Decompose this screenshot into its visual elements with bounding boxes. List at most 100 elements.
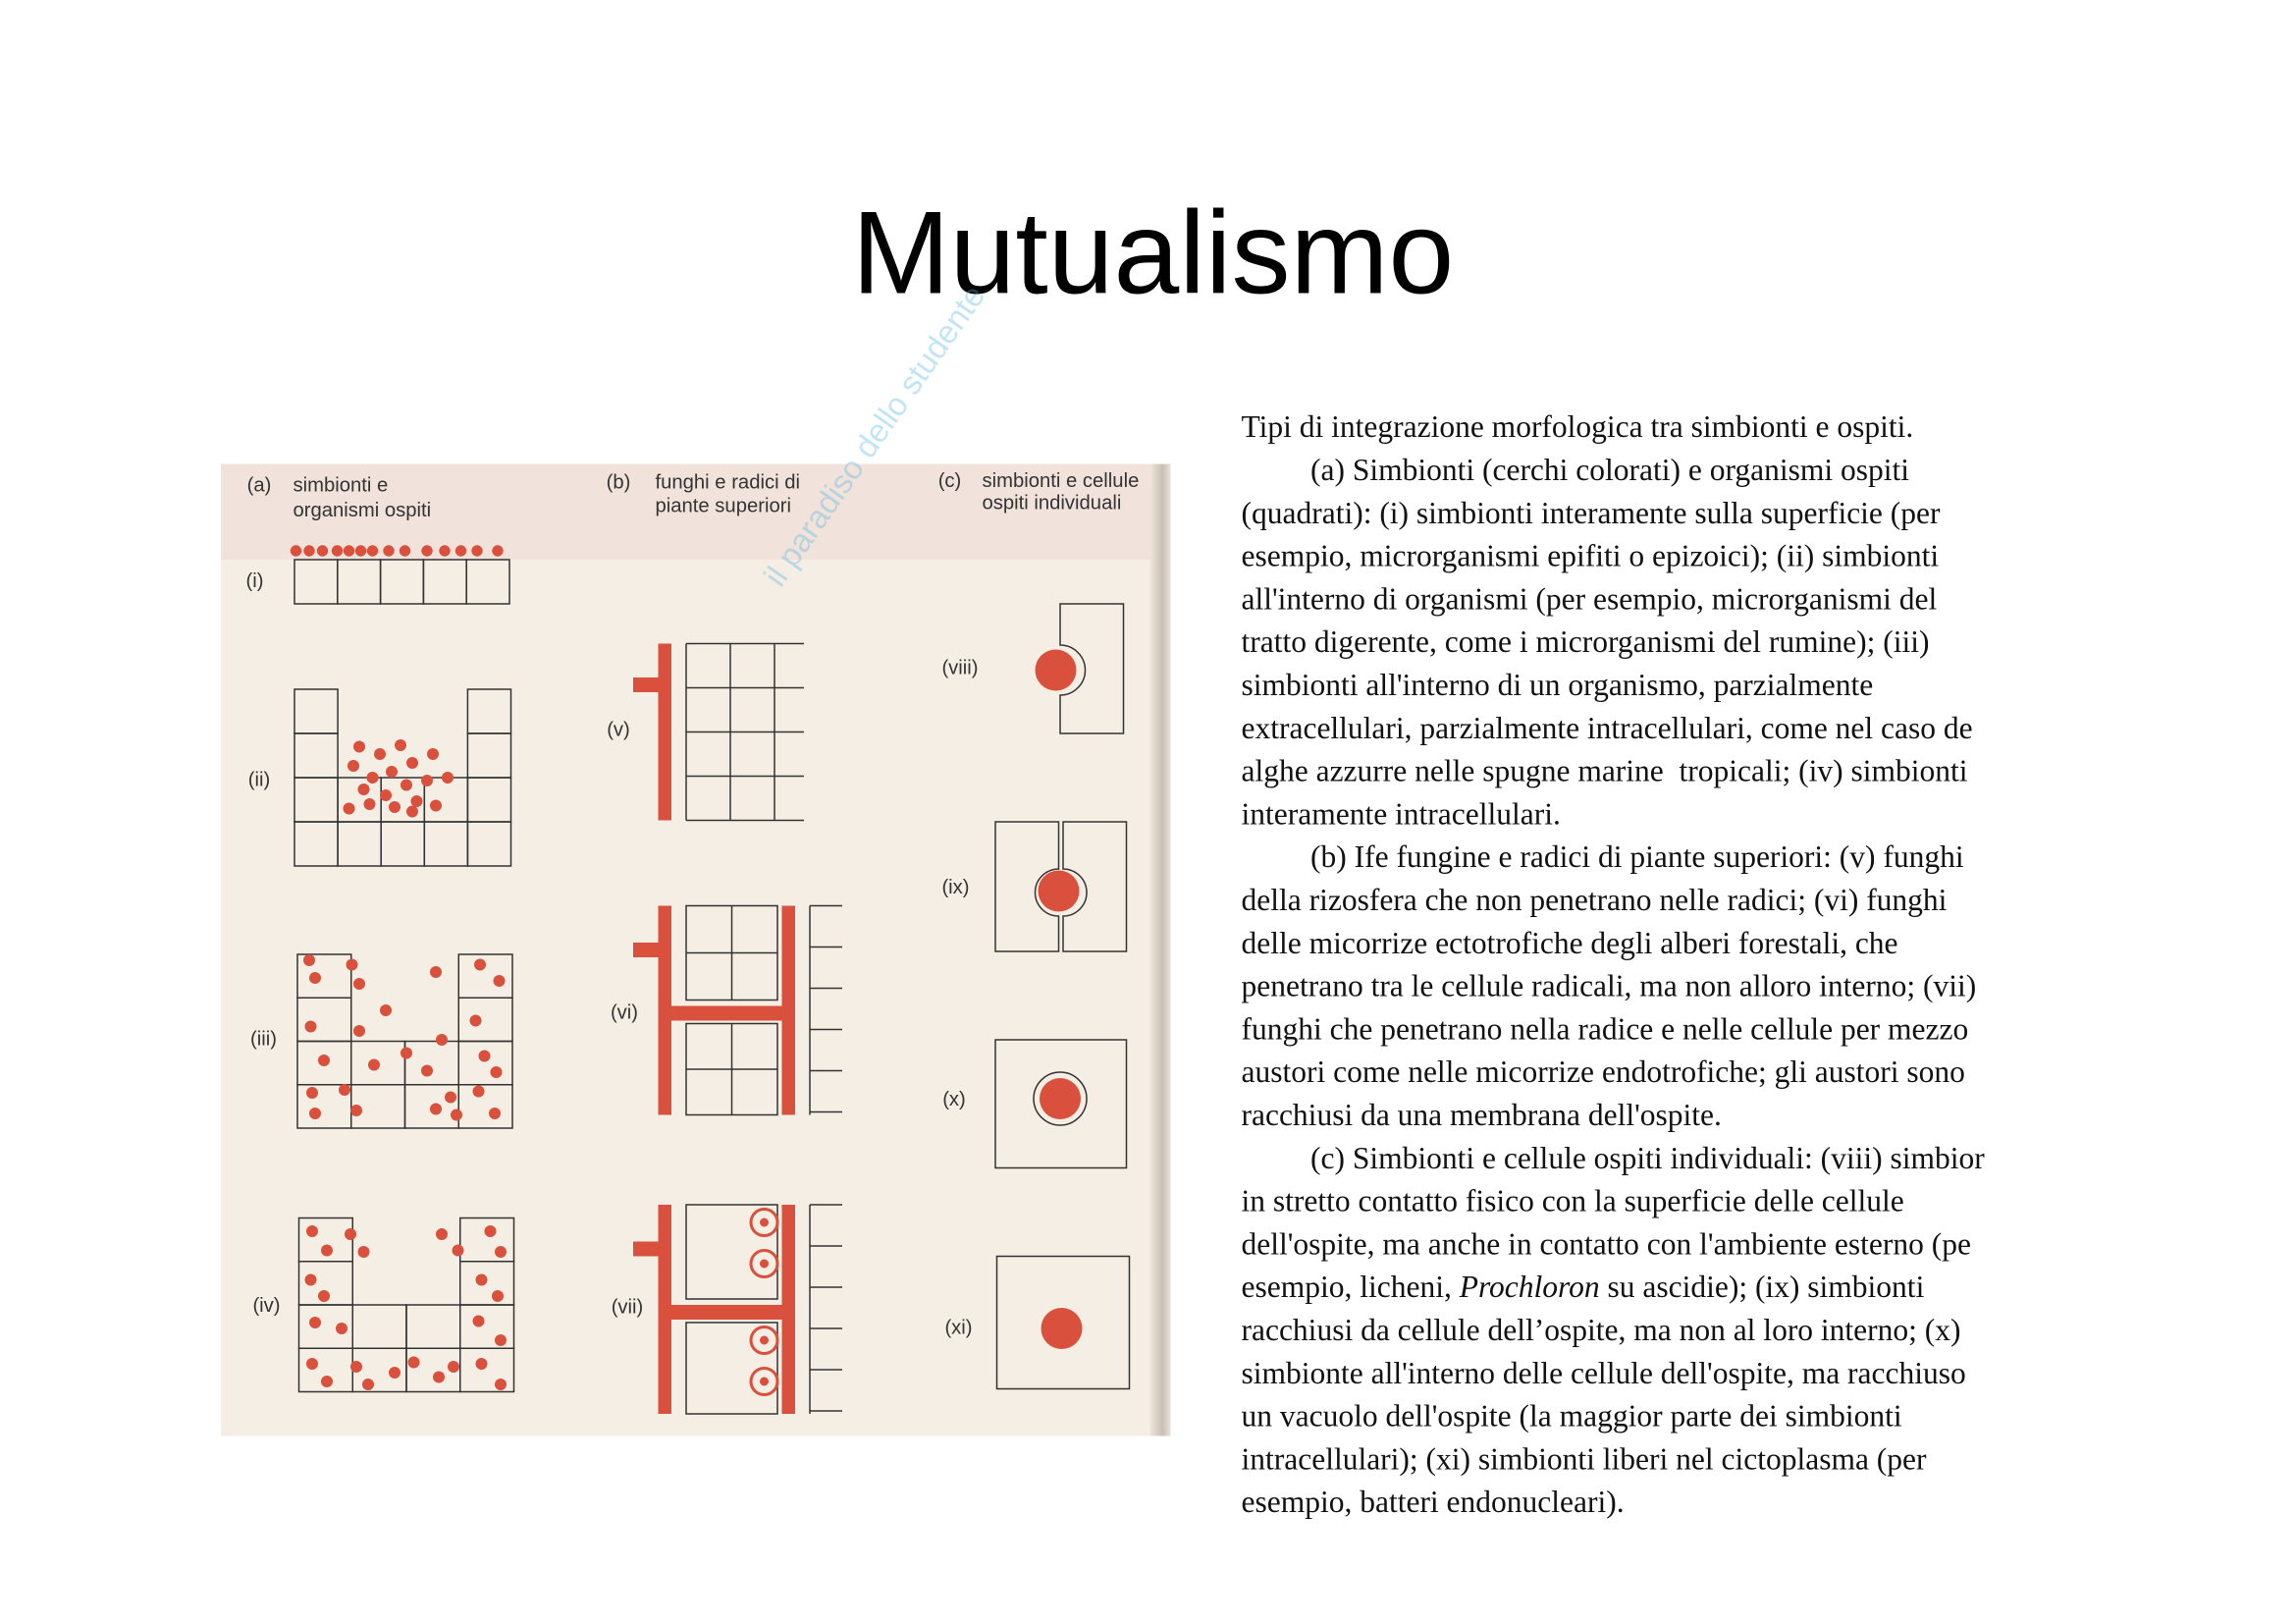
symbiont	[290, 545, 302, 557]
symbiont	[439, 545, 451, 557]
symbiont	[475, 1358, 488, 1370]
symbiont	[400, 1047, 413, 1059]
body-line: (b) Ife fungine e radici di piante super…	[1310, 839, 1964, 874]
symbiont	[427, 748, 440, 760]
symbiont	[451, 1109, 463, 1121]
hypha	[658, 1305, 796, 1320]
symbiont	[380, 789, 393, 801]
body-line: un vacuolo dell'ospite (la maggior parte…	[1242, 1399, 1902, 1434]
panel-label: (vii)	[612, 1296, 644, 1318]
symbiont	[380, 1004, 393, 1016]
symbiont	[357, 1246, 370, 1258]
symbiont	[495, 1379, 507, 1390]
body-line: all'interno di organismi (per esempio, m…	[1242, 581, 1938, 616]
symbiont	[343, 545, 355, 557]
haustorium	[749, 1249, 779, 1278]
panel-label: (xi)	[944, 1317, 972, 1338]
symbiont	[433, 1371, 446, 1383]
symbiont	[436, 1228, 449, 1240]
symbiont	[442, 772, 454, 784]
symbiont	[760, 1335, 770, 1345]
body-line: racchiusi da cellule dell’ospite, ma non…	[1242, 1313, 1961, 1347]
symbiont	[336, 1323, 348, 1334]
symbiont	[472, 1085, 485, 1098]
cell	[685, 1322, 778, 1415]
symbiont	[303, 545, 315, 557]
symbiont	[345, 1228, 357, 1240]
symbiont	[339, 1084, 351, 1096]
symbiont	[368, 1058, 381, 1071]
host-cell	[1059, 603, 1125, 734]
symbiont	[353, 978, 366, 990]
body-line: esempio, batteri endonucleari).	[1242, 1485, 1625, 1519]
symbiont	[1035, 649, 1077, 691]
symbiont	[421, 775, 434, 786]
symbiont	[395, 739, 407, 751]
symbiont	[318, 1055, 331, 1066]
figure-background	[221, 463, 1171, 1436]
symbiont	[492, 545, 504, 557]
body-line: simbionti all'interno di un organismo, p…	[1242, 668, 1874, 702]
symbiont	[471, 545, 483, 557]
symbiont	[316, 545, 329, 557]
symbiont	[309, 1317, 322, 1328]
panel-label: (v)	[607, 719, 630, 740]
haustorium	[749, 1367, 779, 1396]
symbiont	[306, 1225, 319, 1237]
symbiont	[430, 966, 443, 978]
symbiont	[484, 1225, 497, 1237]
symbiont	[474, 958, 487, 971]
body-run: esempio, licheni,	[1242, 1270, 1460, 1304]
symbiont	[343, 802, 355, 815]
symbiont	[407, 1356, 420, 1369]
symbiont	[448, 1361, 460, 1373]
body-line: tratto digerente, come i microrganismi d…	[1242, 624, 1930, 659]
symbiont	[492, 1290, 505, 1302]
vacuole	[1033, 1071, 1088, 1126]
cell	[465, 559, 510, 605]
hypha	[658, 643, 672, 821]
panel-label: (ix)	[941, 877, 969, 898]
symbiont	[318, 1290, 331, 1302]
symbiont	[490, 1066, 503, 1078]
symbiont	[353, 1025, 366, 1037]
symbiont	[469, 1014, 482, 1027]
body-line: delle micorrize ectotrofiche degli alber…	[1242, 926, 1898, 960]
symbiont	[452, 1244, 464, 1257]
haustorium	[749, 1208, 779, 1237]
symbiont	[410, 795, 423, 807]
body-line: simbionte all'interno delle cellule dell…	[1242, 1356, 1966, 1390]
cell	[685, 1204, 778, 1300]
symbiont	[454, 545, 467, 557]
symbiont	[495, 1246, 507, 1258]
body-run: Prochloron	[1459, 1270, 1600, 1304]
panel-label: (ii)	[248, 769, 271, 790]
cell	[995, 1255, 1131, 1390]
body-line: extracellulari, parzialmente intracellul…	[1242, 711, 1973, 745]
symbiont	[309, 1108, 322, 1119]
symbiont	[760, 1217, 770, 1227]
symbiont	[366, 545, 379, 557]
hypha	[658, 1005, 796, 1021]
symbiont	[363, 798, 376, 810]
symbiont	[495, 1334, 507, 1346]
symbiont	[306, 1087, 319, 1099]
symbiont	[386, 766, 399, 778]
symbiont	[421, 545, 433, 557]
symbiont	[383, 545, 395, 557]
figure-header-band	[221, 463, 1171, 560]
body-line: esempio, microrganismi epifiti o epizoic…	[1242, 539, 1940, 573]
panel-label: (vi)	[611, 1001, 638, 1023]
symbiont	[1038, 870, 1080, 912]
symbiont	[478, 1050, 491, 1062]
column-letter: (c)	[938, 470, 962, 492]
cell	[466, 821, 512, 867]
symbiont	[430, 1103, 443, 1115]
page-fold	[1149, 463, 1171, 1436]
symbiont	[350, 1105, 363, 1116]
symbiont	[489, 1108, 502, 1119]
symbiont	[760, 1259, 770, 1269]
column-letter: (b)	[607, 471, 631, 493]
symbiont	[309, 972, 322, 984]
symbiont	[331, 545, 344, 557]
